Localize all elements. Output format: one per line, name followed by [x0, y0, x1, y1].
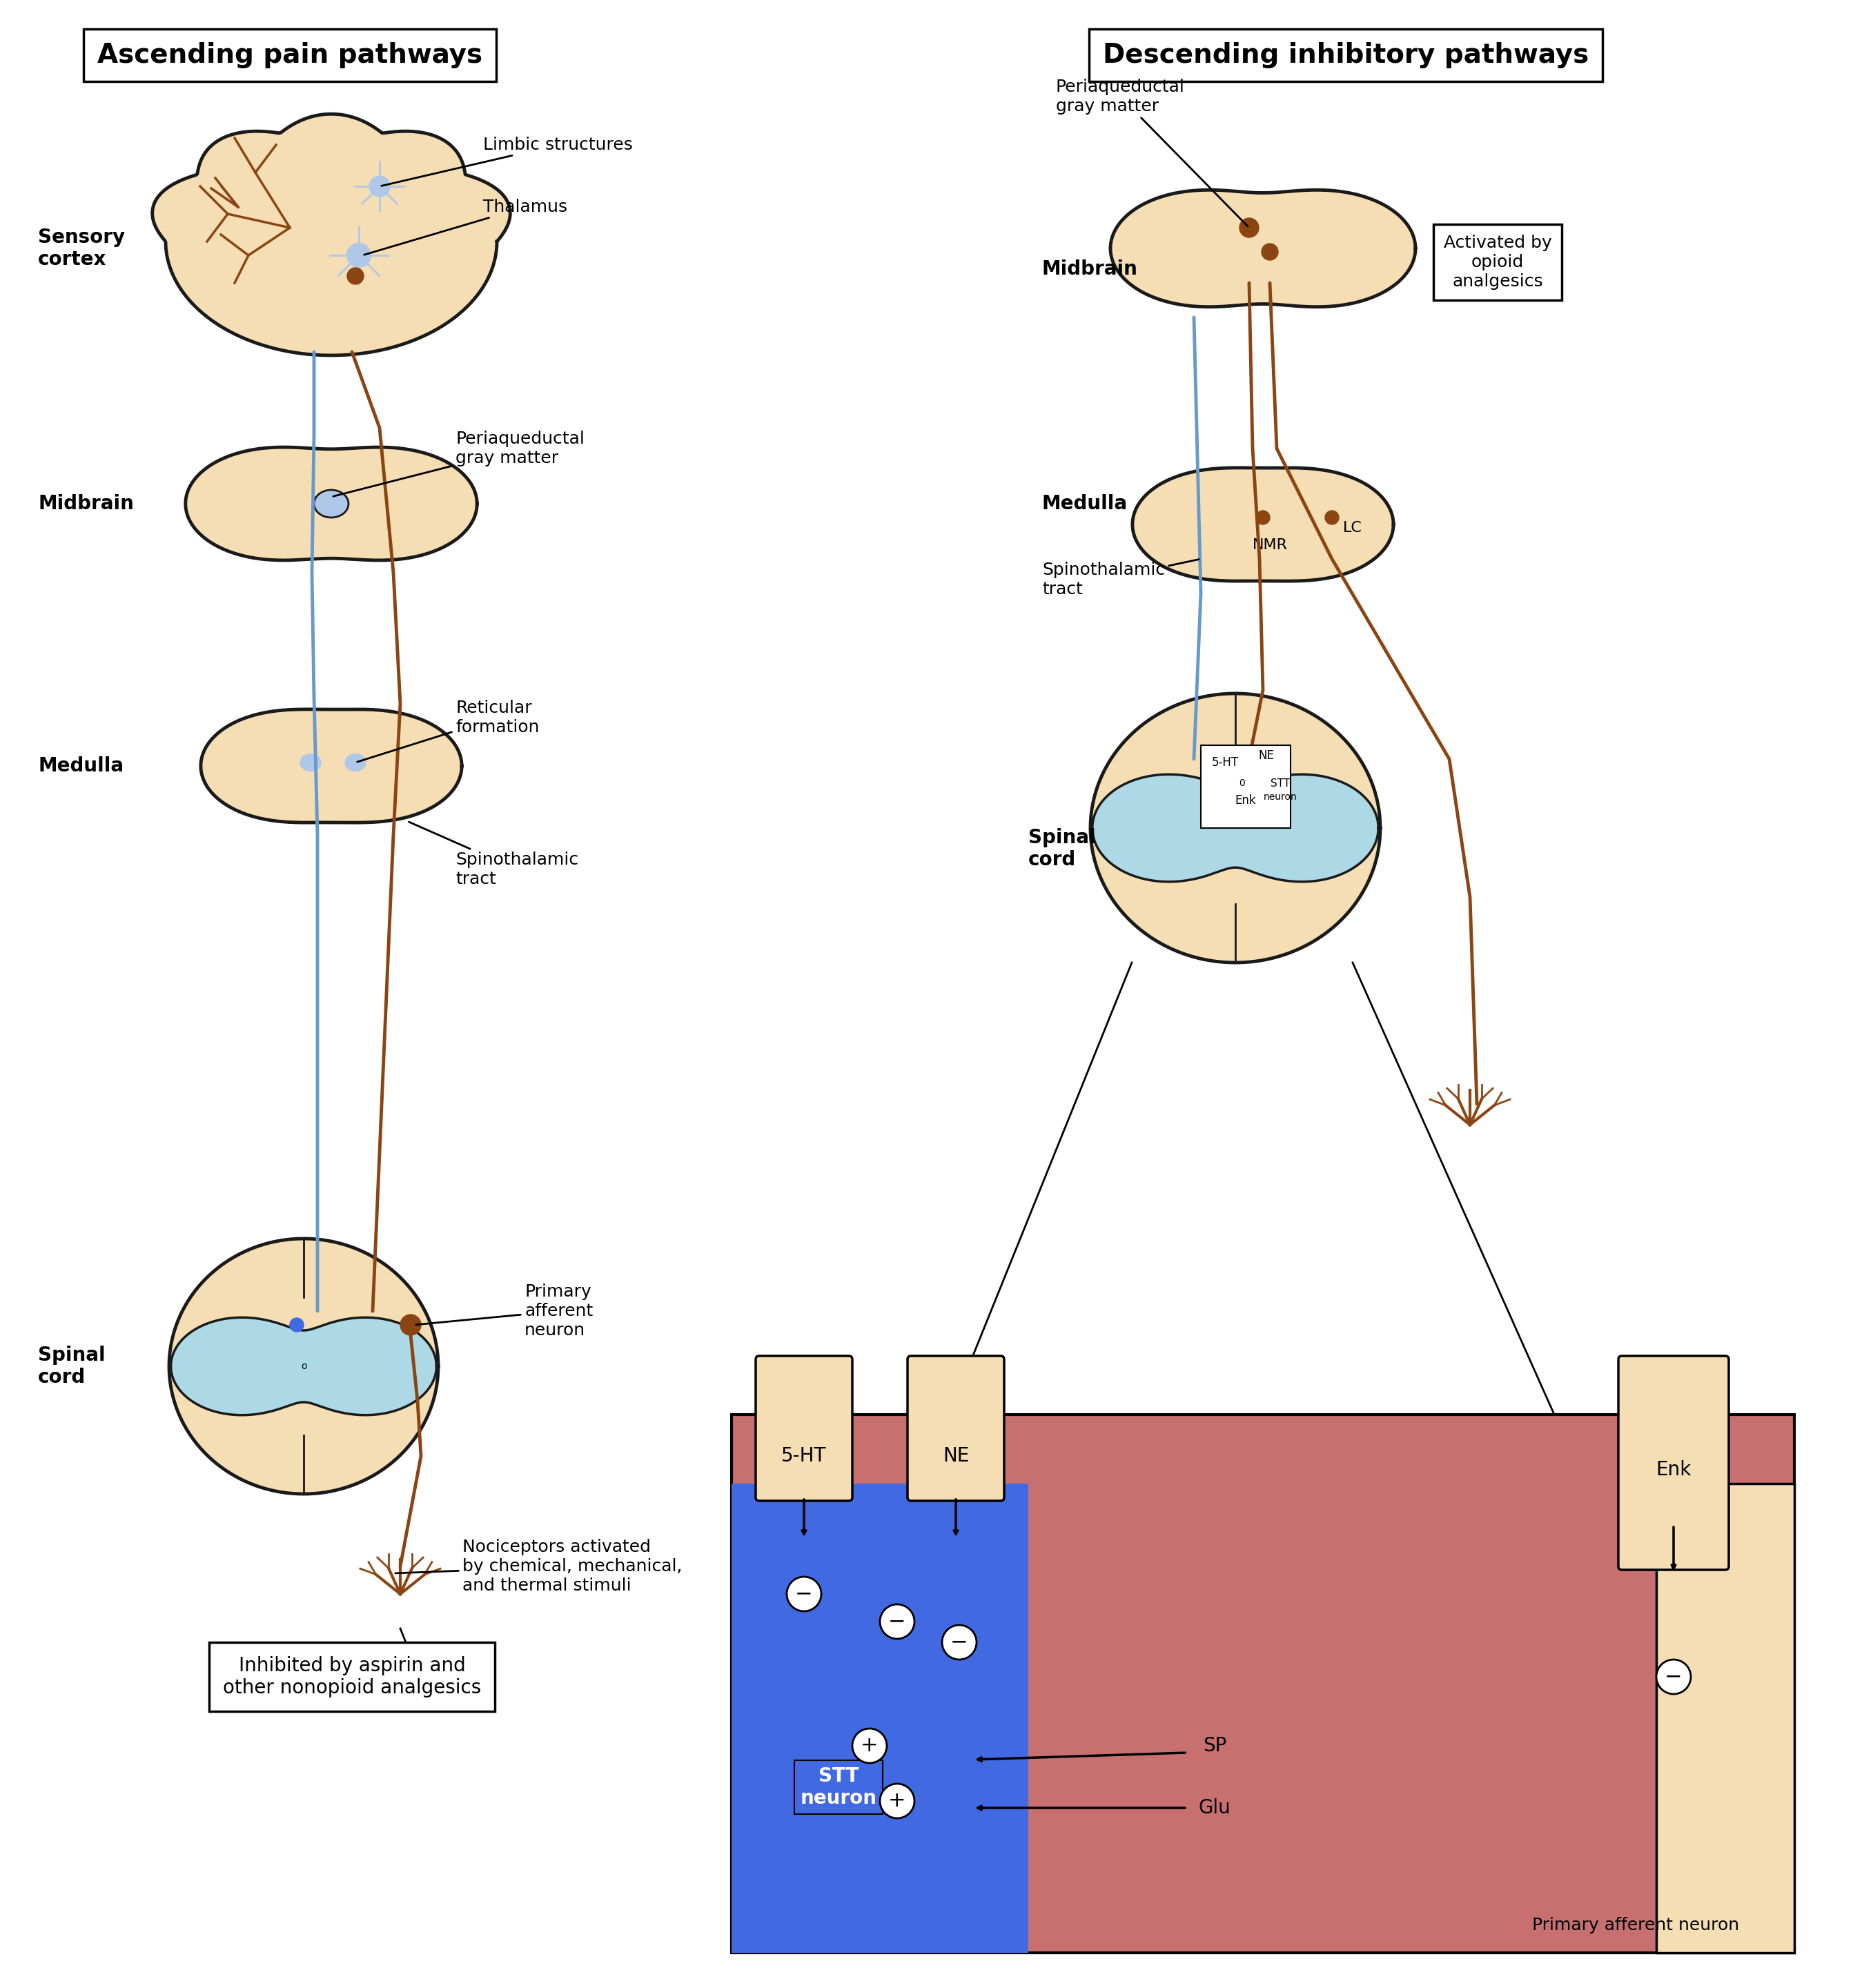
- Circle shape: [1657, 1660, 1690, 1694]
- Circle shape: [369, 177, 389, 197]
- Polygon shape: [200, 710, 461, 823]
- Circle shape: [1262, 245, 1279, 260]
- Text: Sensory
cortex: Sensory cortex: [37, 227, 124, 268]
- Circle shape: [880, 1783, 914, 1819]
- Ellipse shape: [345, 753, 365, 771]
- Polygon shape: [1110, 191, 1416, 306]
- Text: −: −: [1664, 1666, 1683, 1686]
- Polygon shape: [169, 1239, 437, 1493]
- FancyBboxPatch shape: [756, 1356, 852, 1501]
- Text: Glu: Glu: [1199, 1799, 1230, 1817]
- Text: Nociceptors activated
by chemical, mechanical,
and thermal stimuli: Nociceptors activated by chemical, mecha…: [395, 1539, 682, 1594]
- Text: Midbrain: Midbrain: [1041, 260, 1138, 278]
- Polygon shape: [1132, 467, 1393, 580]
- Text: Spinal
cord: Spinal cord: [37, 1346, 106, 1388]
- Text: Enk: Enk: [1236, 795, 1256, 807]
- Circle shape: [1256, 511, 1269, 525]
- Text: Activated by
opioid
analgesics: Activated by opioid analgesics: [1443, 235, 1551, 290]
- Text: Spinal
cord: Spinal cord: [1028, 827, 1095, 869]
- Polygon shape: [170, 1318, 437, 1415]
- Circle shape: [289, 1318, 304, 1332]
- Circle shape: [880, 1604, 914, 1638]
- Circle shape: [1325, 511, 1340, 525]
- FancyBboxPatch shape: [1657, 1483, 1794, 1952]
- Text: 0: 0: [1240, 779, 1245, 787]
- Text: Spinothalamic
tract: Spinothalamic tract: [1041, 559, 1199, 598]
- Text: SP: SP: [1203, 1736, 1227, 1755]
- FancyBboxPatch shape: [1201, 746, 1290, 829]
- FancyBboxPatch shape: [732, 1483, 1028, 1952]
- Text: Enk: Enk: [1657, 1459, 1692, 1479]
- Text: STT
neuron: STT neuron: [800, 1767, 876, 1807]
- Text: Reticular
formation: Reticular formation: [358, 700, 539, 761]
- Circle shape: [941, 1624, 977, 1660]
- Polygon shape: [1093, 775, 1379, 883]
- Text: Primary
afferent
neuron: Primary afferent neuron: [415, 1284, 593, 1338]
- Polygon shape: [1090, 694, 1380, 962]
- Text: Medulla: Medulla: [1041, 495, 1128, 513]
- Polygon shape: [152, 113, 510, 356]
- FancyBboxPatch shape: [1618, 1356, 1729, 1571]
- Text: Periaqueductal
gray matter: Periaqueductal gray matter: [1056, 80, 1247, 227]
- Text: Spinothalamic
tract: Spinothalamic tract: [410, 821, 578, 887]
- Text: Inhibited by aspirin and
other nonopioid analgesics: Inhibited by aspirin and other nonopioid…: [222, 1656, 482, 1698]
- Text: +: +: [888, 1791, 906, 1811]
- Text: −: −: [795, 1584, 813, 1604]
- Text: −: −: [888, 1612, 906, 1632]
- Circle shape: [347, 268, 363, 284]
- Circle shape: [347, 243, 371, 268]
- Text: 5-HT: 5-HT: [1212, 755, 1238, 769]
- Circle shape: [852, 1728, 888, 1763]
- Text: Medulla: Medulla: [37, 755, 124, 775]
- Text: 5-HT: 5-HT: [782, 1447, 826, 1465]
- Polygon shape: [185, 447, 476, 561]
- Text: −: −: [951, 1632, 967, 1652]
- Text: NMR: NMR: [1253, 539, 1288, 553]
- Text: Primary afferent neuron: Primary afferent neuron: [1532, 1916, 1740, 1934]
- Text: Midbrain: Midbrain: [37, 495, 133, 513]
- Circle shape: [400, 1314, 421, 1336]
- Circle shape: [788, 1576, 821, 1610]
- FancyBboxPatch shape: [908, 1356, 1004, 1501]
- Text: NE: NE: [943, 1447, 969, 1465]
- FancyBboxPatch shape: [732, 1415, 1794, 1952]
- Ellipse shape: [300, 753, 321, 771]
- Text: LC: LC: [1343, 521, 1362, 535]
- Text: NE: NE: [1258, 749, 1275, 761]
- Text: Limbic structures: Limbic structures: [382, 137, 632, 185]
- Circle shape: [1240, 219, 1258, 237]
- Text: neuron: neuron: [1264, 791, 1297, 801]
- Text: Periaqueductal
gray matter: Periaqueductal gray matter: [334, 431, 584, 497]
- Text: Thalamus: Thalamus: [365, 199, 567, 254]
- Text: Descending inhibitory pathways: Descending inhibitory pathways: [1103, 42, 1588, 68]
- Text: Ascending pain pathways: Ascending pain pathways: [96, 42, 482, 68]
- Ellipse shape: [313, 489, 348, 517]
- Text: o: o: [300, 1362, 306, 1372]
- Text: +: +: [862, 1736, 878, 1755]
- Text: STT: STT: [1271, 777, 1290, 789]
